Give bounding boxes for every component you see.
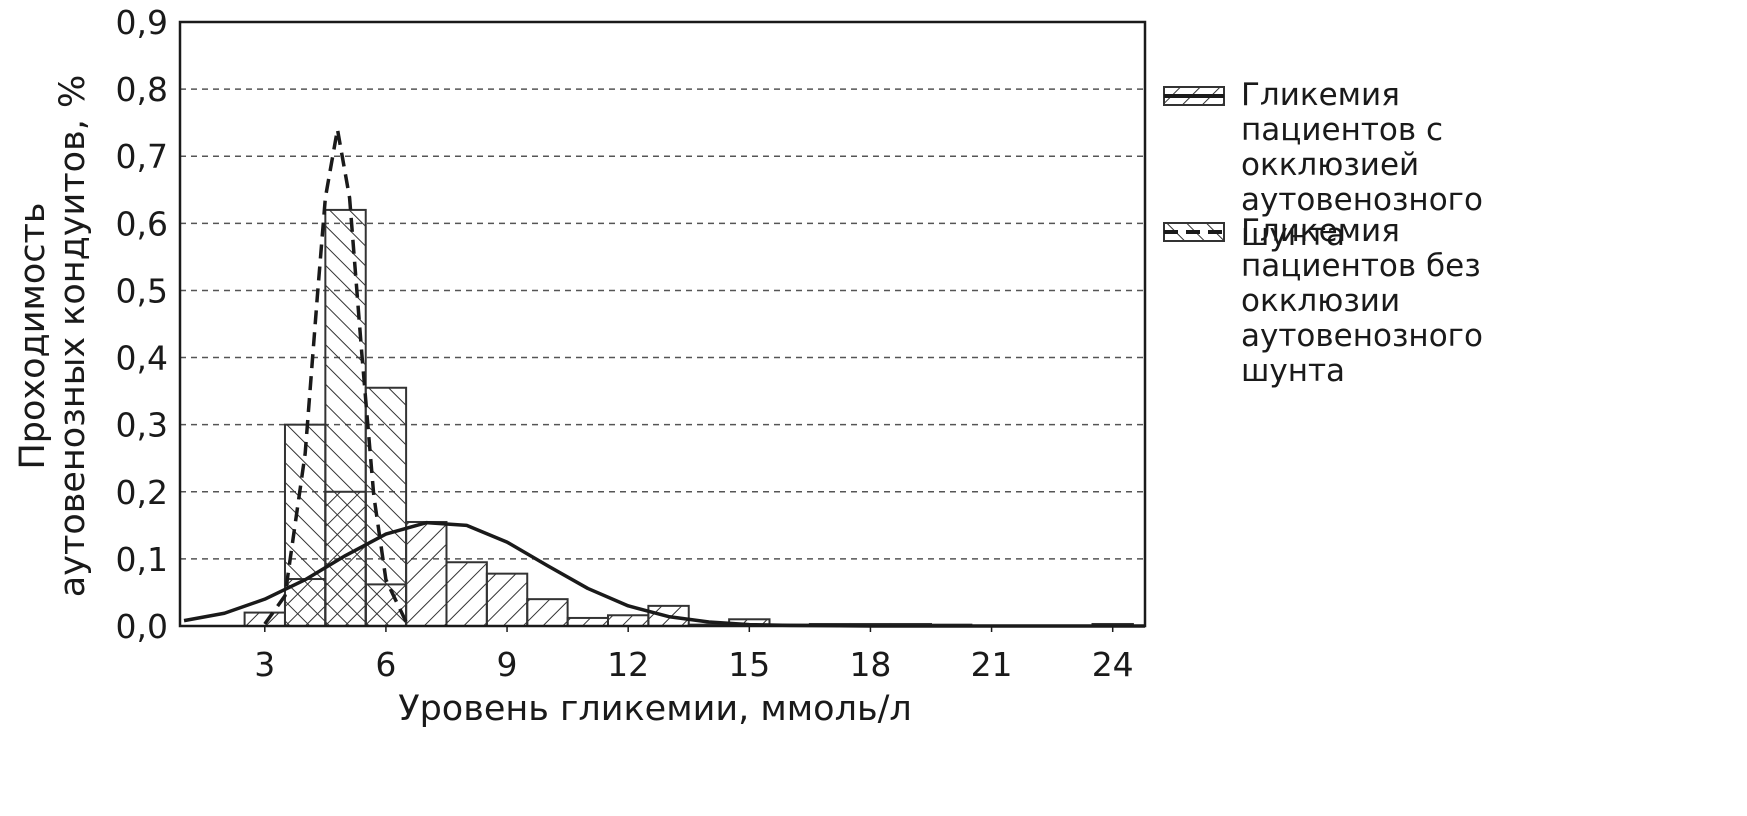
histogram-bar bbox=[405, 520, 448, 628]
histogram-bar bbox=[606, 614, 650, 627]
y-tick-label: 0,8 bbox=[116, 70, 168, 109]
y-tick-label: 0,5 bbox=[116, 271, 168, 310]
y-tick-label: 0,2 bbox=[116, 473, 168, 512]
x-tick-label: 6 bbox=[375, 645, 396, 684]
y-tick-label: 0,3 bbox=[116, 406, 168, 445]
x-tick-label: 21 bbox=[971, 645, 1013, 684]
histogram-bar bbox=[485, 572, 529, 627]
y-tick-label: 0,9 bbox=[116, 3, 168, 42]
bars-layer bbox=[243, 208, 1134, 628]
y-tick-label: 0,0 bbox=[116, 607, 168, 646]
y-tick-label: 0,4 bbox=[116, 339, 168, 378]
y-tick-label: 0,6 bbox=[116, 204, 168, 243]
x-tick-label: 3 bbox=[254, 645, 275, 684]
histogram-bar bbox=[445, 561, 488, 627]
x-tick-label: 15 bbox=[728, 645, 770, 684]
x-tick-label: 12 bbox=[607, 645, 649, 684]
legend-item: Гликемия пациентов с окклюзией аутовеноз… bbox=[1163, 78, 1571, 253]
legend-label: Гликемия пациентов без окклюзии аутовено… bbox=[1241, 213, 1483, 389]
y-axis-label: Проходимость bbox=[13, 202, 53, 469]
y-axis-label: аутовенозных кондуитов, % bbox=[53, 75, 93, 597]
histogram-bar bbox=[324, 208, 367, 628]
histogram-bar bbox=[526, 598, 569, 628]
plot-frame bbox=[178, 20, 1147, 628]
text-layer: Уровень гликемии, ммоль/л Проходимость а… bbox=[13, 3, 1134, 729]
x-tick-label: 24 bbox=[1092, 645, 1134, 684]
legend-item: Гликемия пациентов без окклюзии аутовено… bbox=[1163, 214, 1571, 389]
y-tick-label: 0,7 bbox=[116, 137, 168, 176]
legend-swatch bbox=[1163, 86, 1225, 106]
y-tick-label: 0,1 bbox=[116, 540, 168, 579]
histogram-bar bbox=[283, 423, 327, 627]
histogram-bar bbox=[364, 386, 408, 627]
x-tick-label: 9 bbox=[497, 645, 518, 684]
x-axis-label: Уровень гликемии, ммоль/л bbox=[398, 689, 911, 729]
x-tick-label: 18 bbox=[849, 645, 891, 684]
legend-swatch bbox=[1163, 222, 1225, 242]
legend-label: Гликемия пациентов с окклюзией аутовеноз… bbox=[1241, 77, 1483, 253]
